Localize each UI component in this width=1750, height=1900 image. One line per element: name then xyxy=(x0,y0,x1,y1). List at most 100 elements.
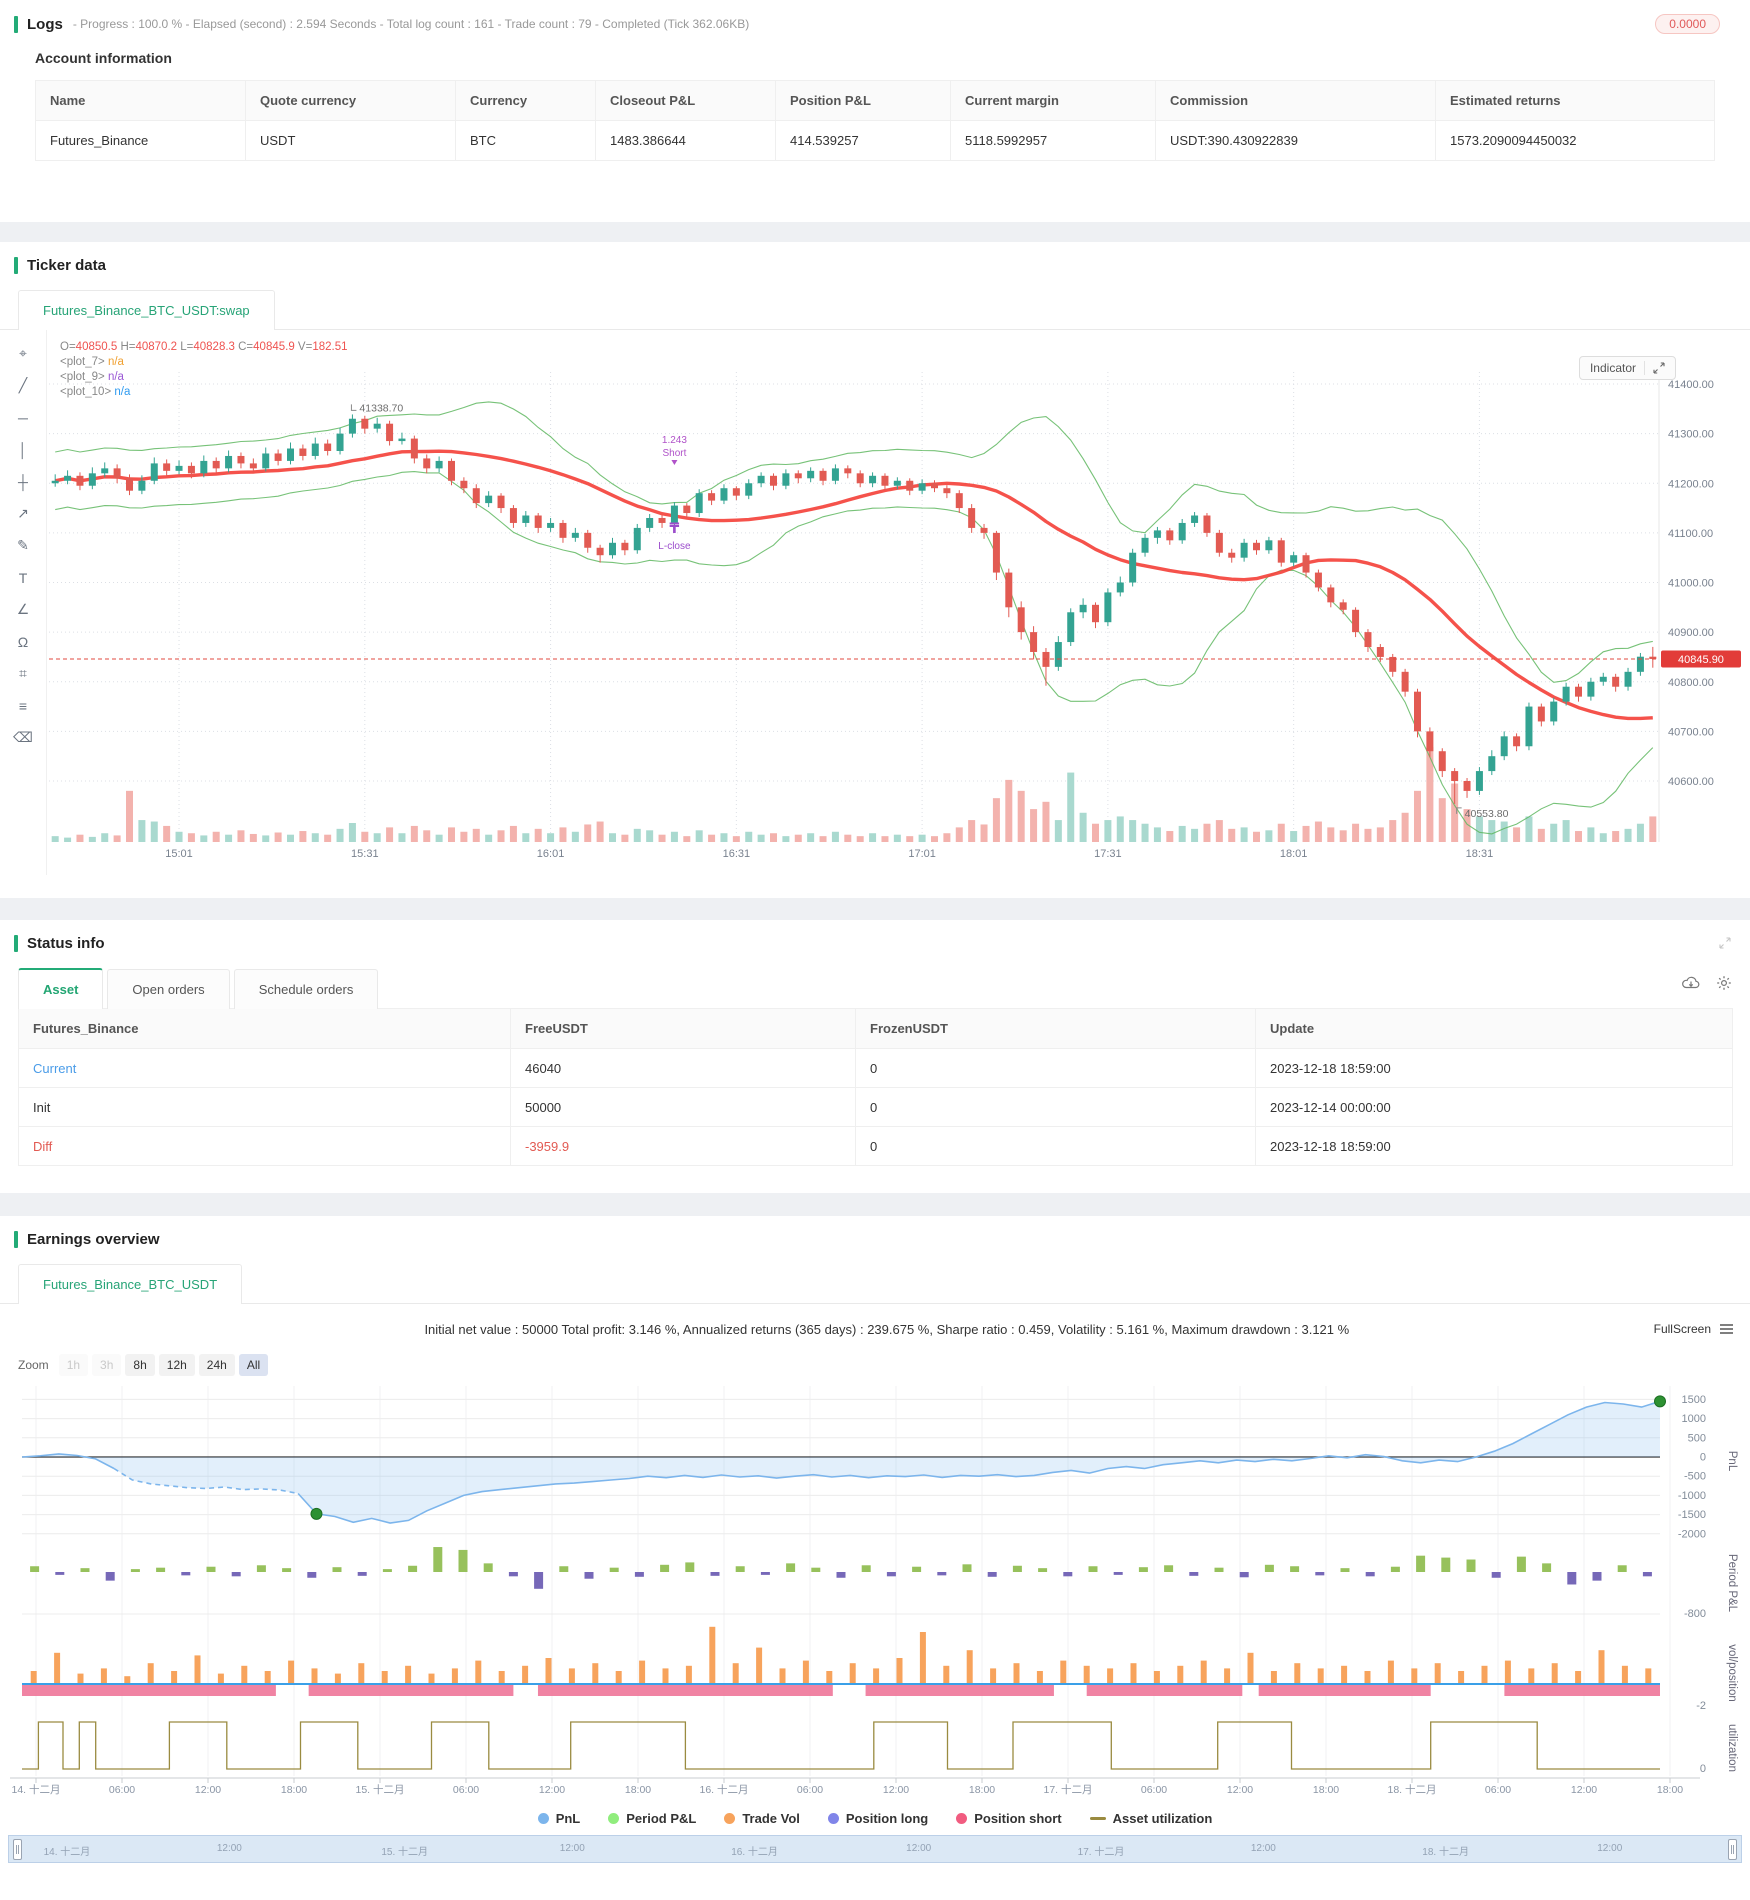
ohlc-value: 182.51 xyxy=(312,341,348,353)
text-tool-icon[interactable]: T xyxy=(18,569,28,586)
legend-label: PnL xyxy=(555,1810,581,1826)
table-cell: USDT:390.430922839 xyxy=(1155,120,1436,161)
svg-text:06:00: 06:00 xyxy=(797,1784,823,1796)
column-header: Name xyxy=(35,80,246,121)
zoom-button-8h[interactable]: 8h xyxy=(125,1354,155,1376)
pencil-icon[interactable]: ✎ xyxy=(17,537,29,553)
angle-icon[interactable]: ∠ xyxy=(16,601,30,617)
legend-label: Trade Vol xyxy=(742,1810,800,1826)
navigator-tick-label: 15. 十二月 xyxy=(381,1847,429,1858)
legend-swatch xyxy=(608,1812,620,1824)
candlestick-chart: 41400.00 41300.00 41200.00 41100.00 41000.00… xyxy=(46,330,1741,875)
svg-text:40600.00: 40600.00 xyxy=(1668,776,1714,788)
earnings-chart: 14. 十二月 06:00 12:00 18:00 15. 十二月 06:00 12:00 1… xyxy=(10,1386,1738,1796)
plot-label: <plot_7> xyxy=(60,356,108,368)
svg-text:₸: ₸ xyxy=(670,520,680,536)
tab-asset[interactable]: Asset xyxy=(18,968,104,1009)
svg-text:-1500: -1500 xyxy=(1678,1509,1706,1521)
svg-text:41400.00: 41400.00 xyxy=(1668,379,1714,391)
column-header: Commission xyxy=(1155,80,1436,121)
measure-icon[interactable]: ⌗ xyxy=(19,665,27,681)
logs-progress-text: - Progress : 100.0 % - Elapsed (second) … xyxy=(72,17,750,31)
navigator-right-handle[interactable] xyxy=(1728,1839,1737,1860)
svg-text:18:01: 18:01 xyxy=(1280,848,1308,860)
navigator-tick-label: 12:00 xyxy=(1597,1843,1623,1854)
account-info-table: Name Quote currency Currency Closeout P&L Po… xyxy=(35,80,1715,161)
legend-item-period-p-l[interactable]: Period P&L xyxy=(608,1811,696,1826)
earnings-chart-legend: PnL Period P&L Trade Vol Position long Posit… xyxy=(0,1805,1750,1831)
section-accent-bar xyxy=(14,257,18,274)
zoom-button-24h[interactable]: 24h xyxy=(198,1354,235,1376)
column-header: FrozenUSDT xyxy=(855,1008,1256,1049)
svg-text:06:00: 06:00 xyxy=(1485,1784,1511,1796)
tab-schedule-orders[interactable]: Schedule orders xyxy=(233,969,379,1009)
legend-label: Period P&L xyxy=(626,1810,697,1826)
svg-text:40553.80: 40553.80 xyxy=(1465,808,1509,820)
table-row: Init 50000 0 2023-12-14 00:00:00 xyxy=(18,1087,1733,1127)
legend-item-position-long[interactable]: Position long xyxy=(827,1811,928,1826)
navigator-left-handle[interactable] xyxy=(13,1839,22,1860)
plot-label: <plot_9> xyxy=(60,371,108,383)
indicator-button[interactable]: Indicator xyxy=(1578,356,1676,380)
svg-text:16:01: 16:01 xyxy=(537,848,565,860)
ohlc-value: 40850.5 xyxy=(75,341,121,353)
plot-legend-row: <plot_10> n/a xyxy=(60,385,348,400)
table-row: Futures_Binance USDT BTC 1483.386644 414.539… xyxy=(35,120,1715,161)
row-label: Init xyxy=(18,1087,511,1127)
legend-item-asset-utilization[interactable]: Asset utilization xyxy=(1089,1811,1212,1826)
svg-text:15:31: 15:31 xyxy=(351,848,379,860)
legend-label: Position short xyxy=(974,1810,1062,1826)
trend-line-icon[interactable]: ╱ xyxy=(18,377,28,393)
chart-navigator[interactable]: 14. 十二月 12:00 15. 十二月 12:00 16. 十二月 12:00 17. … xyxy=(8,1835,1742,1863)
earnings-tabs: Futures_Binance_BTC_USDT xyxy=(0,1258,1750,1304)
layers-icon[interactable]: ≡ xyxy=(18,697,28,714)
fullscreen-button[interactable]: FullScreen xyxy=(1654,1322,1734,1336)
ohlc-label: H= xyxy=(120,341,136,353)
tab-earnings-symbol[interactable]: Futures_Binance_BTC_USDT xyxy=(18,1264,243,1304)
vertical-line-icon[interactable]: │ xyxy=(18,441,28,458)
column-header: Currency xyxy=(455,80,596,121)
earnings-panel: Earnings overview Futures_Binance_BTC_US… xyxy=(0,1216,1750,1900)
magnet-icon[interactable]: Ω xyxy=(17,633,29,650)
ohlc-label: L= xyxy=(180,341,194,353)
legend-item-pnl[interactable]: PnL xyxy=(537,1810,581,1826)
navigator-tick-label: 17. 十二月 xyxy=(1077,1847,1125,1858)
arrow-icon[interactable]: ↗ xyxy=(17,505,29,521)
navigator-tick-label: 14. 十二月 xyxy=(43,1847,91,1858)
cross-line-icon[interactable]: ┼ xyxy=(18,473,28,490)
column-header: Update xyxy=(1255,1008,1733,1049)
svg-text:18:00: 18:00 xyxy=(625,1784,651,1796)
ohlc-label: V= xyxy=(297,341,313,353)
crosshair-icon[interactable]: ⌖ xyxy=(19,345,27,361)
status-expand-icon[interactable] xyxy=(1718,936,1732,955)
trash-icon[interactable]: ⌫ xyxy=(13,729,33,745)
column-header: Closeout P&L xyxy=(595,80,776,121)
table-cell: 46040 xyxy=(510,1048,856,1088)
status-asset-table: Futures_Binance FreeUSDT FrozenUSDT Update C… xyxy=(18,1008,1733,1166)
status-tabs: Asset Open orders Schedule orders xyxy=(18,962,1682,1009)
tab-ticker-symbol[interactable]: Futures_Binance_BTC_USDT:swap xyxy=(18,290,275,330)
section-accent-bar xyxy=(14,15,18,33)
svg-text:17:01: 17:01 xyxy=(908,848,936,860)
legend-item-position-short[interactable]: Position short xyxy=(956,1810,1062,1826)
zoom-button-1h[interactable]: 1h xyxy=(58,1354,89,1376)
cloud-download-icon[interactable] xyxy=(1682,975,1700,996)
zoom-button-3h[interactable]: 3h xyxy=(92,1354,122,1376)
table-cell: 5118.5992957 xyxy=(950,120,1156,161)
table-cell: 50000 xyxy=(510,1087,856,1127)
ticker-tabs: Futures_Binance_BTC_USDT:swap xyxy=(0,284,1750,330)
svg-text:-500: -500 xyxy=(1684,1471,1706,1483)
plot-value: n/a xyxy=(107,371,124,383)
svg-text:41000.00: 41000.00 xyxy=(1668,578,1714,590)
svg-text:17:31: 17:31 xyxy=(1094,848,1122,860)
zoom-button-all[interactable]: All xyxy=(238,1354,269,1376)
tab-open-orders[interactable]: Open orders xyxy=(107,969,230,1009)
earnings-header: Earnings overview xyxy=(0,1216,1750,1258)
legend-item-trade-vol[interactable]: Trade Vol xyxy=(724,1811,800,1826)
column-header: Futures_Binance xyxy=(18,1008,511,1049)
svg-text:40845.90: 40845.90 xyxy=(1678,654,1724,666)
zoom-button-12h[interactable]: 12h xyxy=(158,1354,195,1376)
horizontal-line-icon[interactable]: ─ xyxy=(18,409,28,426)
svg-text:12:00: 12:00 xyxy=(1227,1784,1253,1796)
gear-icon[interactable] xyxy=(1716,975,1732,996)
